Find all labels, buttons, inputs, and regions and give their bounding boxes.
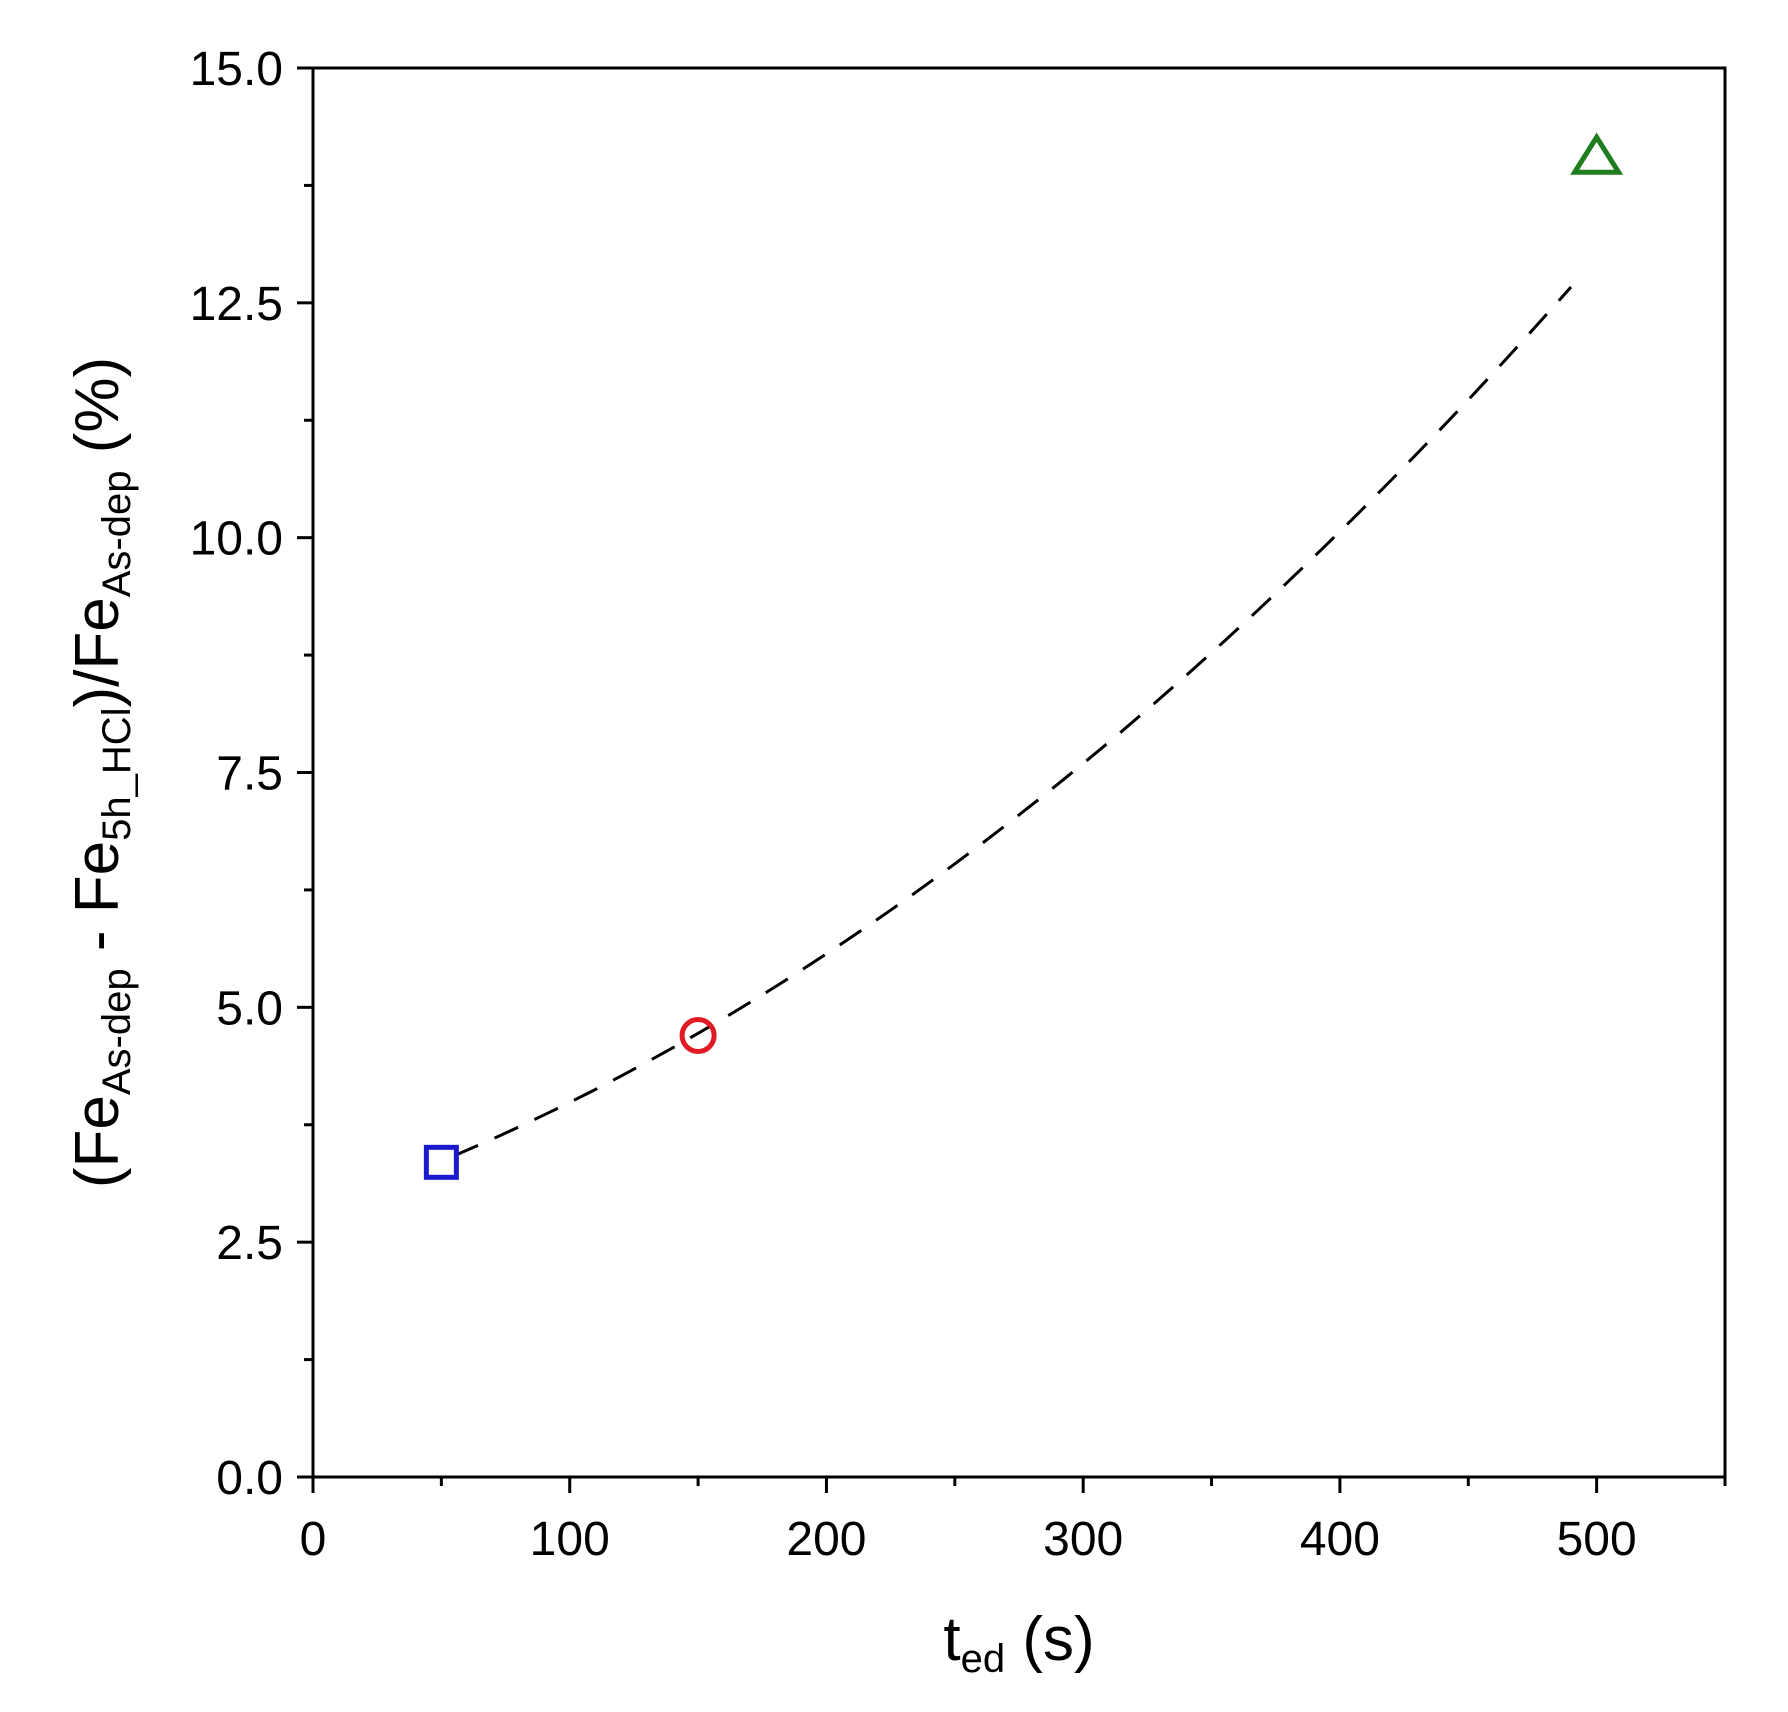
x-axis-tick-labels: 0 100 200 300 400 500 bbox=[300, 1513, 1637, 1566]
y-tick-label: 2.5 bbox=[216, 1217, 283, 1270]
x-tick-label: 300 bbox=[1043, 1513, 1123, 1566]
x-tick-label: 0 bbox=[300, 1513, 327, 1566]
axis-label-subscript: 5h_HCl bbox=[95, 708, 139, 841]
x-tick-label: 200 bbox=[786, 1513, 866, 1566]
axis-label-subscript: As-dep bbox=[95, 471, 139, 598]
data-point-square bbox=[423, 1144, 459, 1180]
x-tick-label: 500 bbox=[1557, 1513, 1637, 1566]
y-tick-label: 10.0 bbox=[190, 513, 283, 566]
axis-label-text: (Fe bbox=[63, 1095, 132, 1188]
y-tick-label: 0.0 bbox=[216, 1452, 283, 1505]
x-axis-label: ted (s) bbox=[943, 1605, 1094, 1681]
y-tick-label: 15.0 bbox=[190, 43, 283, 96]
x-tick-label: 400 bbox=[1300, 1513, 1380, 1566]
y-tick-label: 12.5 bbox=[190, 278, 283, 331]
data-point-circle bbox=[679, 1017, 717, 1055]
y-tick-label: 7.5 bbox=[216, 748, 283, 801]
x-axis-ticks bbox=[311, 1477, 1727, 1493]
axis-label-text: (s) bbox=[1005, 1605, 1095, 1674]
axis-label-text: - Fe bbox=[63, 841, 132, 968]
fit-line-layer bbox=[453, 286, 1573, 1158]
y-axis-ticks bbox=[297, 66, 313, 1479]
y-axis-label: (FeAs-dep - Fe5h_HCl)/FeAs-dep (%) bbox=[63, 357, 139, 1188]
points-layer bbox=[423, 132, 1624, 1180]
axis-label-text: (%) bbox=[63, 357, 132, 471]
y-tick-label: 5.0 bbox=[216, 982, 283, 1035]
axis-label-text: t bbox=[943, 1605, 960, 1674]
axis-label-text: )/Fe bbox=[63, 597, 132, 707]
y-axis-tick-labels: 0.0 2.5 5.0 7.5 10.0 12.5 15.0 bbox=[190, 43, 283, 1505]
axis-label-subscript: ed bbox=[961, 1637, 1006, 1681]
data-point-triangle bbox=[1570, 132, 1624, 175]
axis-label-subscript: As-dep bbox=[95, 968, 139, 1095]
x-tick-label: 100 bbox=[530, 1513, 610, 1566]
fit-curve bbox=[453, 286, 1573, 1158]
